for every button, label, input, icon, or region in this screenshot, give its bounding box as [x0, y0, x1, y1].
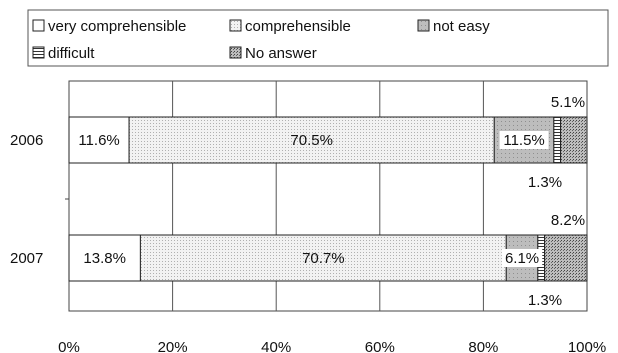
data-label: 70.5%	[290, 132, 333, 149]
legend-label: comprehensible	[245, 18, 351, 35]
data-label: 8.2%	[551, 212, 585, 229]
data-label: 70.7%	[302, 250, 345, 267]
bar-segment	[553, 116, 562, 164]
legend-swatch	[32, 46, 45, 59]
legend-swatch	[32, 19, 45, 32]
data-label: 13.8%	[83, 250, 126, 267]
x-tick-label: 60%	[365, 339, 395, 353]
bar-segment	[68, 234, 141, 282]
category-label: 2006	[10, 132, 43, 149]
data-label: 1.3%	[528, 292, 562, 309]
legend-label: not easy	[433, 18, 490, 35]
label-backdrop	[501, 249, 543, 267]
bar-segment	[68, 116, 130, 164]
data-label: 11.6%	[78, 132, 119, 149]
bar-segment	[128, 116, 495, 164]
bar-segment	[544, 234, 588, 282]
legend-label: very comprehensible	[48, 18, 186, 35]
legend-label: difficult	[48, 45, 95, 62]
label-backdrop	[499, 131, 549, 149]
bar-segment	[139, 234, 507, 282]
x-tick-label: 100%	[568, 339, 606, 353]
legend-swatch	[229, 19, 242, 32]
legend-swatch	[417, 19, 430, 32]
data-label: 11.5%	[503, 132, 544, 149]
plot-area: 11.6% 70.5% 11.5% 1.3% 5.1% 13.8% 70.7% 6.1% 1.3…	[65, 80, 588, 312]
legend-frame	[27, 9, 609, 67]
data-label: 6.1%	[505, 250, 539, 267]
x-tick-label: 80%	[468, 339, 498, 353]
data-label: 5.1%	[551, 94, 585, 111]
legend-swatch	[229, 46, 242, 59]
x-tick-label: 0%	[58, 339, 80, 353]
y-axis: 2006 2007	[10, 132, 43, 267]
bar-segment	[560, 116, 588, 164]
bar-value-labels: 11.6% 70.5% 11.5% 1.3% 5.1% 13.8% 70.7% 6.1% 1.3…	[78, 94, 585, 309]
legend-label: No answer	[245, 45, 317, 62]
x-tick-label: 40%	[261, 339, 291, 353]
category-label: 2007	[10, 250, 43, 267]
x-tick-label: 20%	[158, 339, 188, 353]
data-label: 1.3%	[528, 174, 562, 191]
x-axis: 0% 20% 40% 60% 80% 100%	[58, 339, 606, 353]
chart-legend: very comprehensible comprehensible not eas…	[27, 9, 609, 67]
